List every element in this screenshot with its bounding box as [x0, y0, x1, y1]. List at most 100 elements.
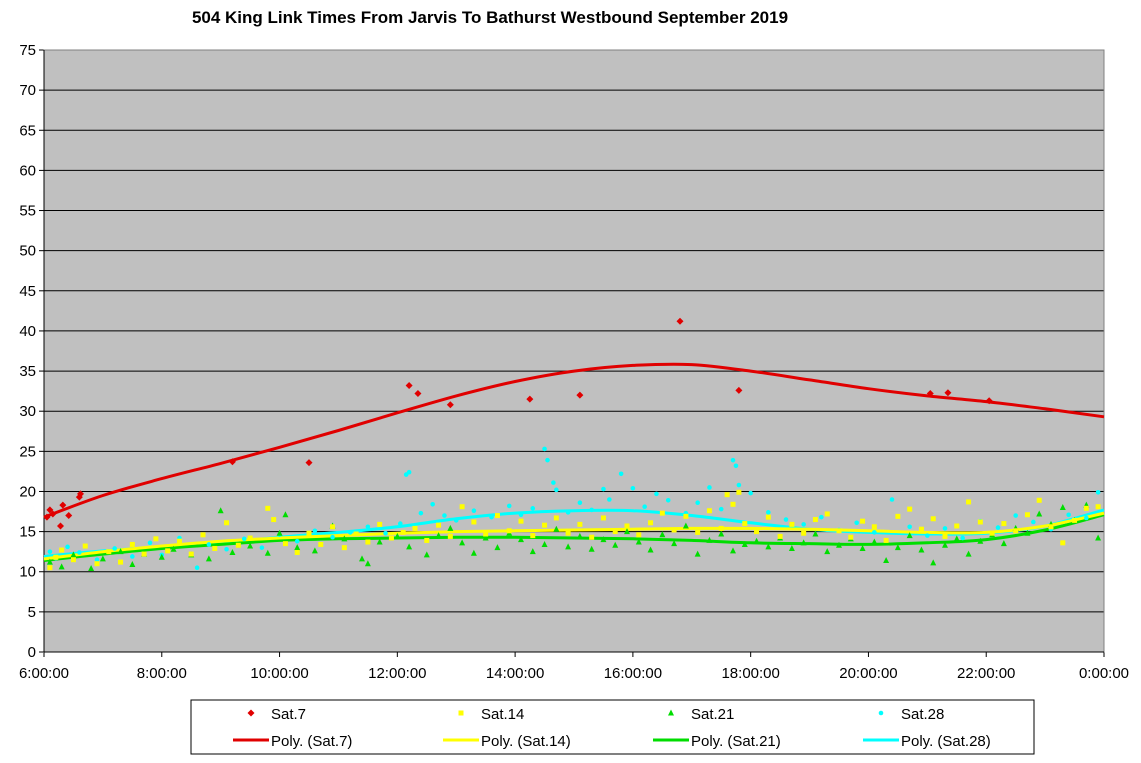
data-point — [170, 545, 177, 552]
legend-marker — [668, 709, 674, 716]
y-tick-label: 65 — [19, 122, 36, 139]
data-point — [1036, 510, 1043, 517]
data-point — [405, 382, 413, 390]
legend: Sat.7 Sat.14 Sat.21 Sat.28 Poly. (Sat.7) Poly… — [190, 699, 1035, 755]
data-point — [397, 521, 403, 526]
data-point — [624, 523, 630, 529]
data-point — [953, 535, 960, 542]
legend-marker — [247, 709, 255, 717]
data-point — [783, 517, 789, 522]
data-point — [530, 533, 536, 539]
data-point — [59, 547, 65, 553]
legend-label: Poly. (Sat.28) — [901, 733, 991, 750]
data-point — [576, 391, 584, 399]
data-point — [1000, 540, 1007, 547]
data-point — [718, 530, 725, 537]
data-point — [282, 541, 288, 547]
data-point — [106, 549, 112, 555]
data-point — [871, 524, 877, 530]
data-point — [748, 490, 753, 496]
data-point — [312, 528, 318, 534]
y-tick-label: 0 — [28, 644, 36, 661]
legend-label: Sat.7 — [271, 706, 306, 723]
data-point — [200, 532, 206, 538]
data-point — [58, 563, 65, 570]
data-point — [418, 510, 424, 516]
data-point — [859, 544, 866, 551]
data-point — [977, 519, 983, 525]
data-point — [665, 497, 671, 503]
data-point — [423, 551, 430, 558]
data-point — [741, 540, 748, 547]
data-point — [194, 565, 200, 571]
data-point — [730, 501, 736, 507]
data-point — [695, 529, 701, 535]
legend-marker — [458, 710, 464, 716]
data-point — [588, 545, 595, 552]
data-point — [165, 548, 171, 554]
data-point — [158, 553, 165, 560]
legend-label: Sat.28 — [901, 706, 944, 723]
data-point — [824, 548, 831, 555]
data-point — [43, 513, 51, 521]
data-point — [554, 487, 559, 493]
data-point — [600, 515, 606, 521]
data-point — [694, 550, 701, 557]
data-point — [788, 544, 795, 551]
data-point — [65, 544, 70, 550]
data-point — [724, 492, 730, 498]
data-point — [229, 548, 236, 555]
data-point — [718, 525, 724, 531]
data-point — [766, 510, 771, 515]
data-point — [205, 555, 212, 562]
tick-labels: 0 5 10 15 20 25 30 35 40 45 50 55 60 65 70 75 6:00:00 8:0… — [19, 42, 1129, 682]
data-point — [483, 531, 489, 537]
legend-box — [190, 699, 1035, 755]
data-point — [607, 497, 612, 502]
data-point — [601, 486, 606, 492]
legend-label: Poly. (Sat.21) — [691, 733, 781, 750]
data-point — [883, 556, 890, 563]
data-point — [56, 522, 64, 530]
data-point — [77, 490, 85, 498]
data-point — [1036, 497, 1042, 503]
data-point — [446, 401, 454, 409]
data-point — [730, 547, 736, 554]
data-point — [506, 528, 512, 534]
data-point — [435, 532, 442, 539]
data-point — [589, 534, 595, 540]
x-tick-label: 10:00:00 — [250, 665, 308, 682]
data-point — [659, 531, 666, 538]
data-point — [730, 457, 736, 463]
data-point — [276, 529, 283, 536]
data-point — [436, 522, 442, 528]
data-point — [1013, 528, 1019, 534]
data-point — [977, 537, 984, 544]
axes — [39, 49, 1105, 657]
series-sat7 — [43, 317, 993, 530]
data-point — [217, 507, 224, 514]
data-point — [94, 557, 100, 562]
data-point — [942, 533, 948, 539]
data-point — [630, 485, 636, 491]
data-point — [889, 497, 895, 502]
data-point — [118, 559, 124, 565]
x-tick-label: 14:00:00 — [486, 665, 544, 682]
legend-marker — [878, 710, 884, 716]
data-point — [353, 531, 359, 537]
data-point — [365, 539, 371, 545]
data-point — [1095, 534, 1102, 541]
data-point — [47, 549, 53, 554]
x-tick-label: 22:00:00 — [957, 665, 1015, 682]
data-point — [895, 513, 901, 519]
data-point — [518, 518, 524, 524]
data-point — [376, 538, 383, 545]
data-point — [541, 540, 548, 547]
x-tick-label: 20:00:00 — [839, 665, 897, 682]
data-point — [654, 491, 659, 497]
data-point — [812, 530, 819, 537]
data-point — [777, 533, 783, 539]
data-point — [789, 521, 795, 527]
data-point — [1013, 513, 1018, 518]
